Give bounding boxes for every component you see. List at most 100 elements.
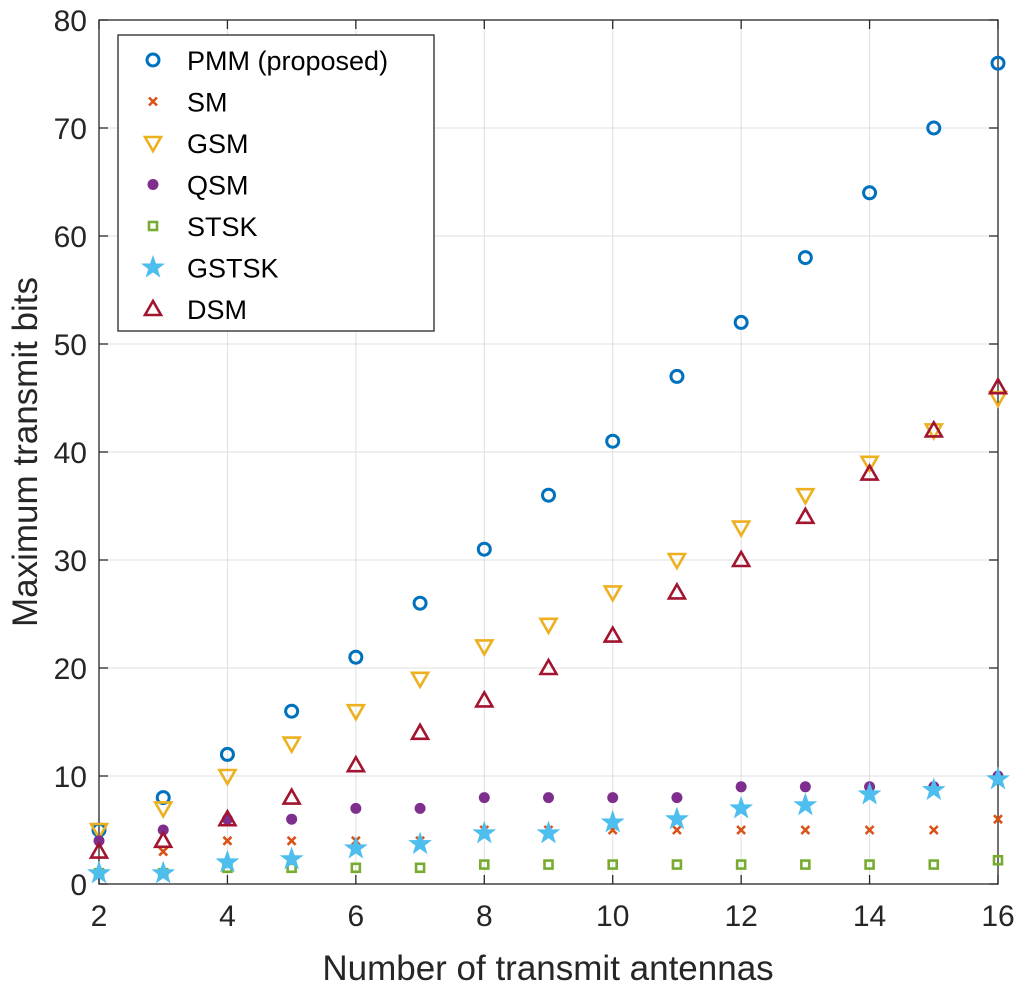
legend-label-qsm: QSM: [187, 171, 249, 201]
dsm-point: [345, 754, 367, 773]
dsm-point: [923, 419, 945, 438]
dsm-point: [602, 624, 623, 643]
gstsk-point: [921, 777, 946, 801]
stsk-point: [800, 859, 811, 870]
series-dsm: [88, 376, 1009, 859]
qsm-point: [799, 781, 811, 793]
pmm-proposed-point: [476, 541, 492, 557]
gstsk-point: [279, 846, 304, 870]
gsm-point: [88, 822, 110, 841]
sm-point: [158, 846, 169, 857]
stsk-point: [992, 854, 1004, 866]
gsm-point: [152, 801, 174, 820]
legend-marker-gsm: [142, 135, 164, 154]
stsk-point: [735, 859, 747, 870]
stsk-point: [543, 859, 554, 870]
dsm-point: [217, 808, 238, 827]
axis-ticks: 2 4 6 8 10 12 14 16 0 10 20 30 40 50 60 70 80: [54, 5, 1015, 933]
qsm-point: [671, 792, 683, 804]
gstsk-point: [793, 792, 818, 816]
qsm-point: [543, 792, 554, 804]
legend-marker-dsm: [142, 298, 164, 317]
gsm-point: [602, 585, 623, 604]
pmm-proposed-point: [669, 368, 685, 384]
stsk-point: [478, 859, 490, 870]
x-tick-label: 10: [596, 900, 629, 933]
sm-point: [928, 825, 939, 835]
x-tick-label: 2: [91, 900, 108, 933]
gsm-point: [730, 520, 752, 539]
gsm-point: [281, 736, 302, 755]
x-tick-label: 14: [853, 900, 886, 933]
qsm-point: [414, 802, 426, 814]
dsm-point: [88, 840, 110, 859]
gstsk-point: [857, 781, 882, 805]
gstsk-point: [986, 766, 1010, 790]
pmm-proposed-point: [862, 185, 878, 201]
legend-marker-sm: [148, 96, 158, 107]
y-tick-label: 10: [54, 761, 87, 794]
y-tick-label: 80: [54, 5, 87, 38]
qsm-point: [350, 802, 362, 814]
legend-marker-gstsk: [141, 254, 165, 278]
dsm-point: [538, 657, 559, 676]
legend-label-sm: SM: [187, 88, 228, 118]
gstsk-point: [408, 831, 432, 855]
qsm-point: [286, 813, 298, 825]
gsm-point: [859, 455, 880, 474]
pmm-proposed-point: [733, 314, 749, 330]
pmm-proposed-point: [990, 55, 1006, 71]
stsk-point: [671, 859, 683, 870]
data-markers: [87, 55, 1010, 884]
dsm-point: [474, 689, 495, 708]
x-tick-label: 8: [476, 900, 493, 933]
stsk-point: [864, 859, 875, 870]
dsm-point: [281, 786, 302, 805]
sm-point: [800, 825, 811, 835]
legend-label-stsk: STSK: [187, 212, 258, 242]
qsm-point: [478, 792, 490, 804]
sm-point: [222, 835, 233, 846]
gstsk-point: [472, 820, 497, 844]
sm-point: [286, 835, 297, 846]
gstsk-point: [536, 820, 561, 844]
sm-point: [993, 814, 1003, 825]
y-tick-label: 0: [70, 869, 87, 902]
legend-label-dsm: DSM: [187, 295, 247, 325]
pmm-proposed-point: [219, 746, 235, 762]
x-tick-label: 4: [219, 900, 236, 933]
x-tick-label: 16: [981, 900, 1014, 933]
stsk-point: [414, 862, 426, 874]
gsm-point: [345, 703, 367, 722]
series-gstsk: [87, 766, 1010, 884]
pmm-proposed-point: [412, 595, 428, 611]
pmm-proposed-point: [541, 487, 556, 503]
sm-point: [672, 825, 682, 835]
dsm-point: [666, 581, 688, 600]
gstsk-point: [665, 806, 689, 830]
pmm-proposed-point: [926, 120, 942, 136]
qsm-point: [735, 781, 747, 793]
series-gsm: [88, 390, 1009, 841]
y-tick-label: 60: [54, 221, 87, 254]
pmm-proposed-point: [605, 433, 621, 449]
gsm-point: [217, 768, 238, 787]
gstsk-point: [151, 860, 176, 884]
legend-label-gstsk: GSTSK: [187, 254, 279, 284]
qsm-point: [157, 824, 169, 836]
gsm-point: [538, 617, 559, 636]
x-tick-label: 6: [348, 900, 365, 933]
y-tick-label: 50: [54, 329, 87, 362]
gstsk-point: [215, 849, 240, 873]
gstsk-point: [87, 860, 111, 884]
qsm-point: [93, 835, 105, 847]
gsm-point: [795, 487, 816, 506]
gsm-point: [666, 552, 688, 571]
stsk-point: [928, 859, 940, 870]
sm-point: [864, 825, 875, 835]
y-axis-label: Maximum transmit bits: [6, 277, 45, 627]
x-tick-label: 12: [724, 900, 757, 933]
y-tick-label: 70: [54, 113, 87, 146]
legend-label-gsm: GSM: [187, 129, 249, 159]
